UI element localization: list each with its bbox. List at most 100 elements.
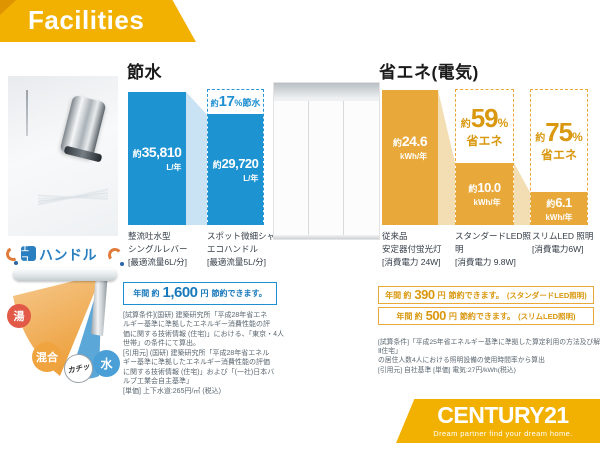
percent-number: 75 bbox=[545, 117, 573, 147]
energy-bar3-label: スリムLED 照明 [消費電力6W] bbox=[532, 230, 596, 256]
water-spray bbox=[38, 158, 108, 236]
savings-label: 省エネ bbox=[466, 133, 503, 148]
eco-badge: エコ bbox=[21, 244, 36, 264]
disclaimer-line: [単価] 上下水道:265円/㎥ (税込) bbox=[123, 387, 222, 395]
approx-mark: 約 bbox=[392, 137, 402, 148]
lever-vertical bbox=[91, 272, 108, 336]
page-title: Facilities bbox=[28, 5, 145, 35]
disclaimer-line: に関する技術情報 (住宅)」および「(一社)日本バ bbox=[123, 368, 275, 376]
water-decrease-slope bbox=[186, 92, 207, 225]
water-bar2-value: 約29,720 L/年 bbox=[213, 156, 259, 183]
energy-savings-badge-59: 約59% 省エネ bbox=[456, 90, 513, 163]
energy-section-title: 省エネ(電気) bbox=[379, 63, 479, 82]
savings-amount: 500 bbox=[425, 307, 447, 323]
savings-note: (スタンダードLED照明) bbox=[506, 290, 587, 300]
eco-handle-title: エコ ハンドル bbox=[4, 244, 130, 266]
label-line: 安定器付蛍光灯 bbox=[382, 244, 442, 255]
label-line: 従来品 bbox=[382, 231, 408, 241]
savings-label: 省エネ bbox=[540, 148, 577, 162]
cabinet-door-seam bbox=[343, 101, 344, 235]
hot-water-circle: 湯 bbox=[7, 304, 31, 328]
label-line: 整流吐水型 bbox=[128, 231, 171, 241]
mixed-water-circle: 混合 bbox=[32, 342, 62, 372]
approx-mark: 約 bbox=[132, 148, 142, 159]
savings-label: 節水 bbox=[242, 98, 261, 108]
water-savings-box: 年間 約 1,600 円 節約できます。 bbox=[123, 282, 277, 305]
disclaimer-line: 価に関する技術情報 (住宅)」における、「東京・4人 bbox=[123, 330, 284, 338]
percent-number: 59 bbox=[470, 102, 499, 133]
value-number: 6.1 bbox=[555, 194, 572, 210]
approx-mark: 約 bbox=[212, 159, 222, 170]
energy-bar-slim-led: 約6.1 kWh/年 bbox=[531, 192, 587, 225]
water-disclaimer: [試算条件](国研) 建築研究所「平成28年省エネ ルギー基準に準拠したエネルギ… bbox=[123, 311, 284, 396]
hot-range-wedge bbox=[13, 274, 102, 376]
value-unit: L/年 bbox=[166, 162, 182, 172]
percent-number: 17 bbox=[218, 93, 235, 110]
value-number: 10.0 bbox=[477, 180, 501, 196]
facilities-banner: Facilities bbox=[0, 0, 196, 42]
savings-unit: 円 bbox=[437, 290, 446, 300]
mirror-cabinet-photo bbox=[273, 82, 380, 240]
disclaimer-line: [引用元] (国研) 建築研究所「平成28年省エネル bbox=[123, 349, 270, 357]
value-number: 24.6 bbox=[401, 132, 428, 149]
savings-prefix: 年間 約 bbox=[396, 311, 423, 321]
cold-water-circle: 水 bbox=[93, 350, 120, 377]
water-eco-column: 約17%節水 約29,720 L/年 bbox=[207, 89, 264, 225]
percent-sign: % bbox=[234, 98, 243, 108]
label-line: スリムLED 照明 bbox=[532, 231, 594, 241]
water-savings-badge: 約17%節水 bbox=[208, 90, 263, 114]
energy-bar1-label: 従来品 安定器付蛍光灯 [消費電力 24W] bbox=[382, 230, 454, 270]
energy-savings-box-slim: 年間 約 500 円 節約できます。 (スリムLED照明) bbox=[378, 307, 594, 325]
label-line: [消費電力 24W] bbox=[382, 257, 441, 268]
approx-mark: 約 bbox=[468, 184, 478, 195]
energy-decrease-slope-2 bbox=[514, 163, 530, 225]
approx-mark: 約 bbox=[535, 133, 546, 144]
label-line: [消費電力6W] bbox=[532, 244, 584, 255]
shower-hose bbox=[26, 90, 28, 136]
energy-bar2-label: スタンダードLED照明 [消費電力 9.8W] bbox=[455, 230, 533, 270]
percent-sign: % bbox=[572, 130, 583, 144]
label-line: シングルレバー bbox=[128, 244, 188, 255]
brand-name: CENTURY21 bbox=[437, 402, 569, 428]
energy-standard-led-column: 約59% 省エネ 約10.0 kWh/年 bbox=[455, 89, 514, 225]
swoosh-right-icon bbox=[107, 247, 123, 263]
disclaimer-line: ルギー基準に準拠したエネルギー消費性能の評 bbox=[123, 321, 270, 329]
savings-suffix: 節約できます。 bbox=[448, 290, 504, 300]
disclaimer-line: 世帯」の条件にて算出。 bbox=[123, 340, 200, 348]
energy-disclaimer: [試算条件]「平成25年省エネルギー基準に準拠した算定利用の方法及び解説 Ⅱ住宅… bbox=[378, 338, 600, 375]
savings-amount: 1,600 bbox=[162, 284, 198, 301]
disclaimer-line: Ⅱ住宅」 bbox=[378, 348, 402, 356]
value-number: 29,720 bbox=[221, 155, 259, 171]
disclaimer-line: [引用元] 自社基準 [単価] 電気:27円/kWh(税込) bbox=[378, 366, 516, 374]
water-bar1-label: 整流吐水型 シングルレバー [最適流量6L/分] bbox=[128, 230, 206, 270]
label-line: [消費電力 9.8W] bbox=[455, 257, 516, 268]
disclaimer-line: [試算条件](国研) 建築研究所「平成28年省エネ bbox=[123, 312, 268, 319]
handle-rotation-fan bbox=[13, 272, 108, 379]
savings-prefix: 年間 約 bbox=[385, 290, 412, 300]
energy-savings-badge-75: 約75% 省エネ bbox=[531, 90, 587, 192]
energy-bar-conventional: 約24.6 kWh/年 bbox=[382, 90, 438, 225]
label-line: スタンダードLED照明 bbox=[455, 231, 532, 255]
dot-accent bbox=[14, 261, 18, 265]
disclaimer-line: ルブ工業会自主基準」 bbox=[123, 378, 193, 386]
cabinet-door-seam bbox=[308, 101, 309, 235]
swoosh-left-icon bbox=[4, 245, 22, 263]
value-unit: L/年 bbox=[243, 173, 259, 183]
water-section-title: 節水 bbox=[127, 63, 162, 82]
eco-handle-illustration: エコ ハンドル 湯 混合 カチッ 水 bbox=[4, 244, 130, 394]
percent-sign: % bbox=[497, 115, 509, 130]
energy-decrease-slope-1 bbox=[438, 90, 455, 225]
century21-logo: CENTURY21 Dream partner find your dream … bbox=[396, 399, 600, 443]
water-bar1-value: 約35,810 L/年 bbox=[133, 145, 182, 172]
energy-bar-standard-led: 約10.0 kWh/年 bbox=[456, 163, 513, 225]
savings-prefix: 年間 約 bbox=[133, 289, 160, 298]
value-unit: kWh/年 bbox=[473, 198, 501, 208]
savings-suffix: 節約できます。 bbox=[211, 289, 267, 298]
energy-bar3-value: 約6.1 kWh/年 bbox=[545, 195, 572, 222]
water-bar2-label: スポット微細シャワー+ エコハンドル [最適流量5L/分] bbox=[207, 230, 299, 270]
dot-accent bbox=[120, 262, 124, 266]
approx-mark: 約 bbox=[210, 99, 219, 108]
disclaimer-line: の居住人数4人における照明設備の使用時間率から算出 bbox=[378, 357, 545, 365]
approx-mark: 約 bbox=[460, 118, 471, 130]
